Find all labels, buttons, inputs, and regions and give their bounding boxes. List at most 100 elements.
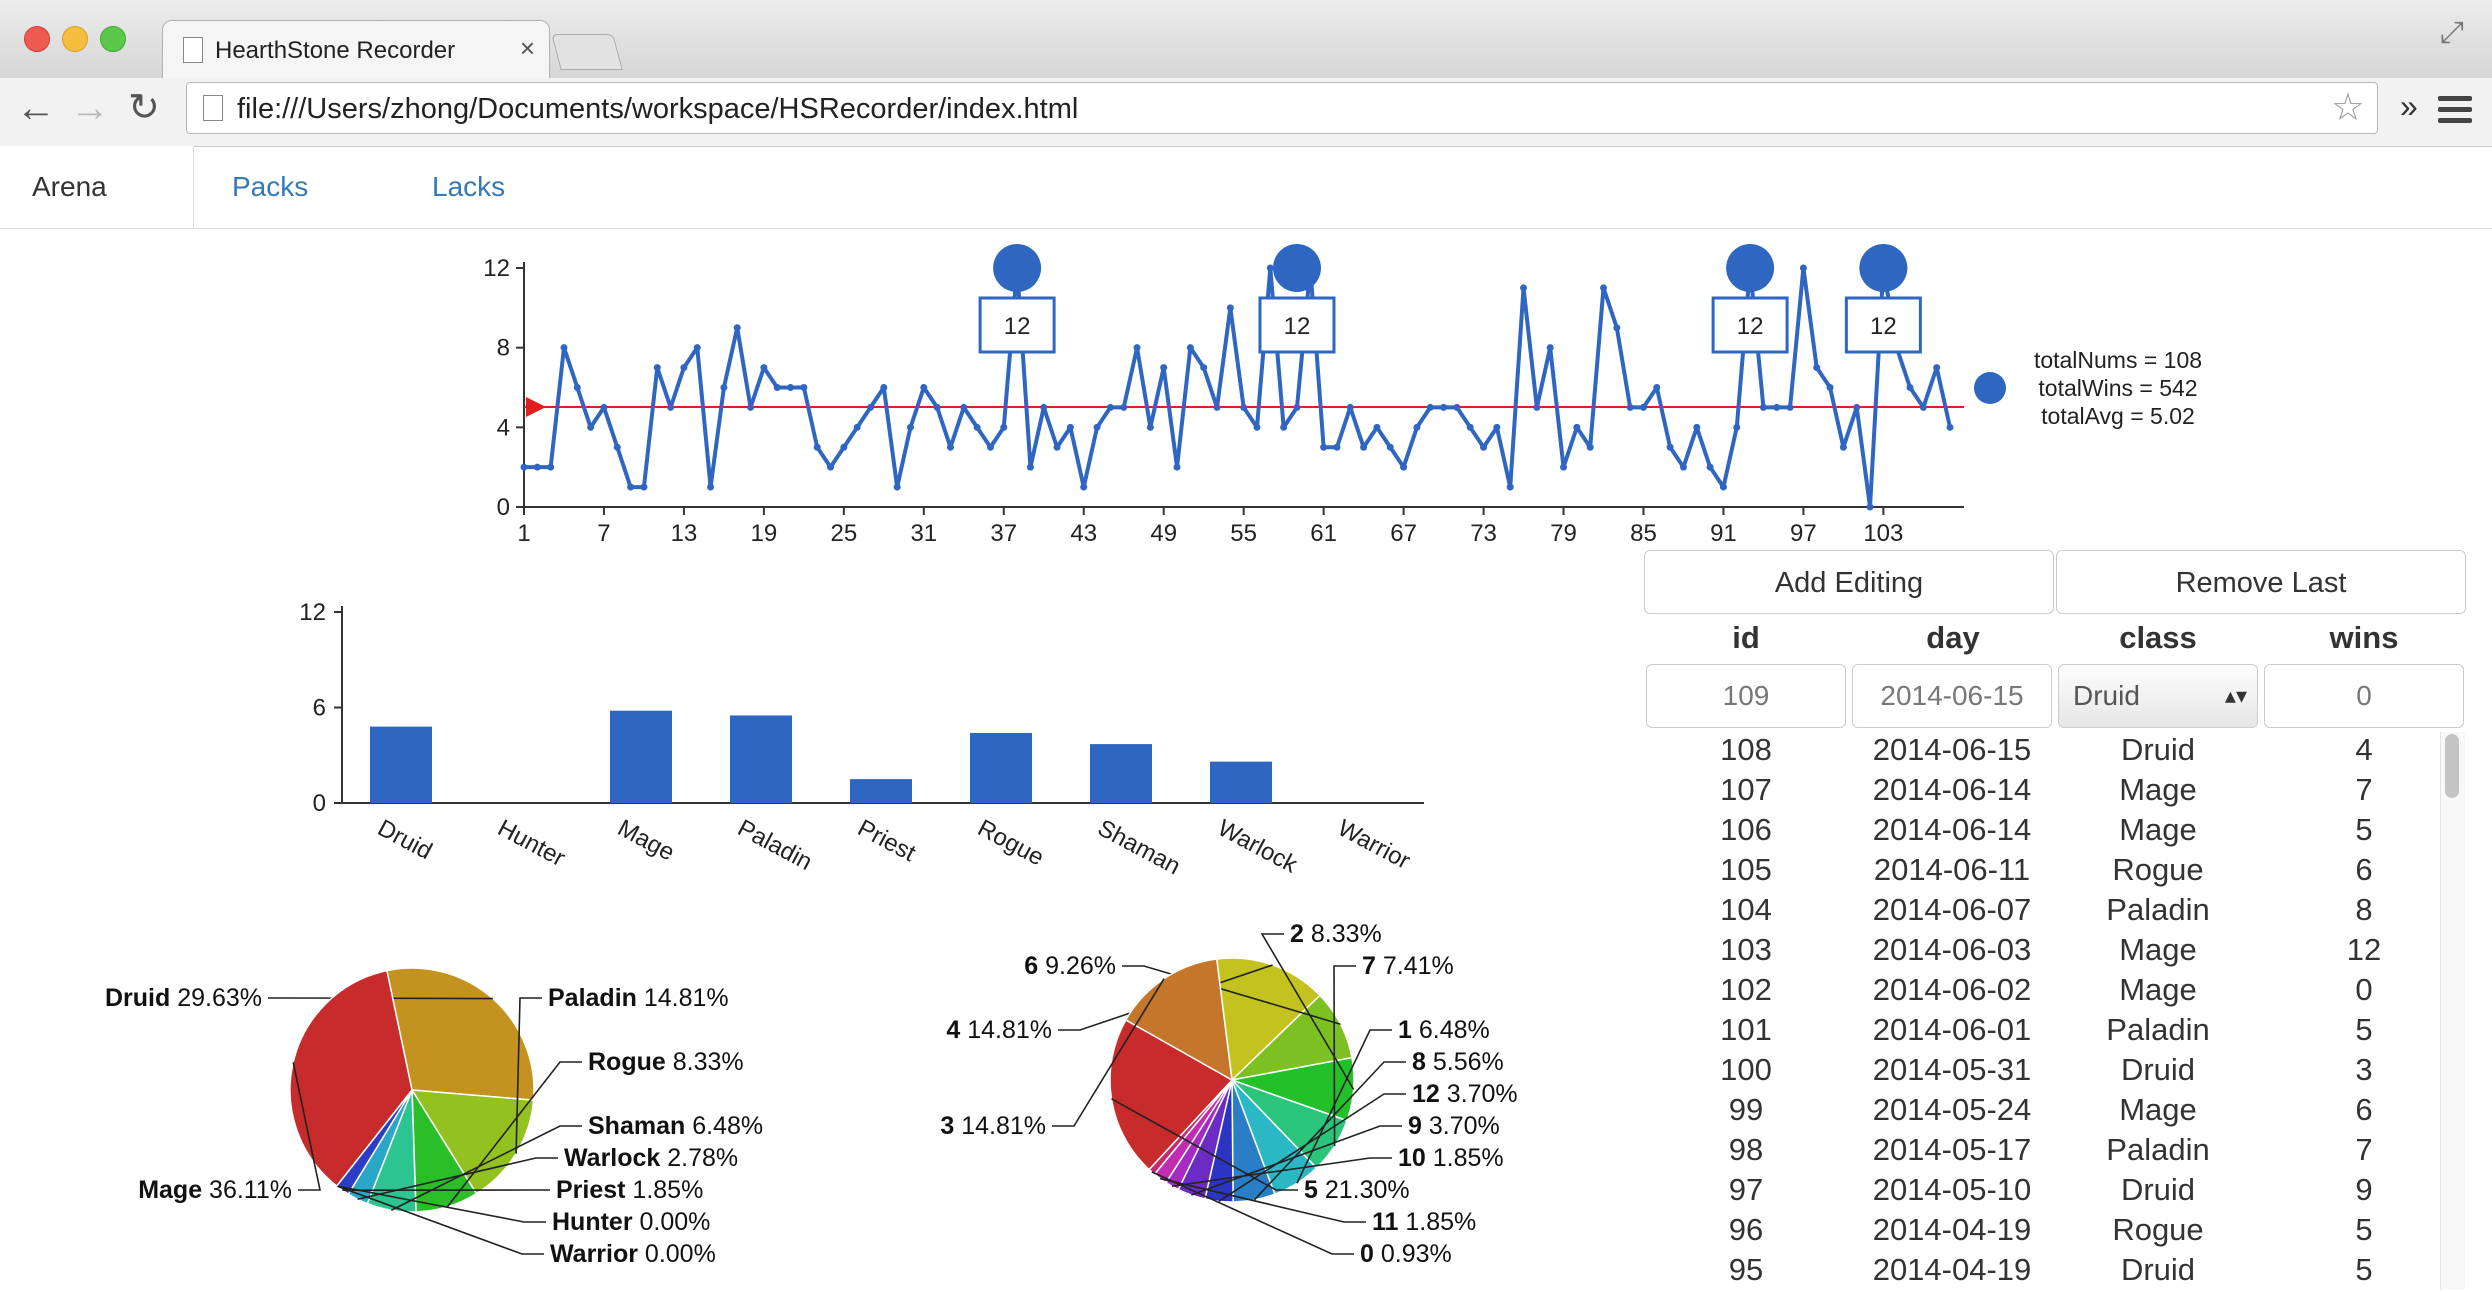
row-day: 2014-06-11 — [1852, 852, 2052, 888]
row-wins: 9 — [2264, 1172, 2464, 1208]
bar — [1210, 762, 1272, 803]
data-point — [1160, 364, 1167, 371]
data-point — [974, 424, 981, 431]
data-point — [547, 464, 554, 471]
max-marker-circle — [1726, 244, 1774, 292]
data-point — [747, 404, 754, 411]
data-point — [1813, 364, 1820, 371]
wins-input[interactable]: 0 — [2264, 664, 2464, 728]
data-point — [1947, 424, 1954, 431]
row-id: 98 — [1646, 1132, 1846, 1168]
data-point — [1054, 444, 1061, 451]
max-marker-label: 12 — [1284, 313, 1311, 340]
day-input[interactable]: 2014-06-15 — [1852, 664, 2052, 728]
data-point — [587, 424, 594, 431]
pie-label: Shaman 6.48% — [588, 1112, 763, 1140]
data-point — [787, 384, 794, 391]
data-point — [960, 404, 967, 411]
data-point — [1640, 404, 1647, 411]
row-day: 2014-06-14 — [1852, 812, 2052, 848]
data-point — [1707, 464, 1714, 471]
scrollbar-thumb[interactable] — [2445, 734, 2459, 798]
data-point — [774, 384, 781, 391]
bar — [370, 727, 432, 803]
x-tick-label: 7 — [597, 520, 610, 547]
y-tick-label: 0 — [497, 494, 510, 521]
y-tick-label: 8 — [497, 335, 510, 362]
data-point — [1600, 284, 1607, 291]
row-wins: 0 — [2264, 972, 2464, 1008]
data-point — [800, 384, 807, 391]
row-class: Mage — [2058, 1092, 2258, 1128]
data-point — [614, 444, 621, 451]
pie-label-pct: 29.63% — [170, 984, 262, 1012]
pie-label-pct: 0.00% — [638, 1240, 716, 1268]
pie-label-pct: 3.70% — [1422, 1112, 1500, 1140]
row-wins: 5 — [2264, 1252, 2464, 1288]
pie-label-name: Druid — [105, 984, 170, 1012]
pie-label-name: Rogue — [588, 1048, 666, 1076]
x-tick-label: 85 — [1630, 520, 1657, 547]
x-tick-label: 43 — [1070, 520, 1097, 547]
data-point — [1227, 304, 1234, 311]
bar-y-tick-label: 0 — [313, 790, 326, 817]
row-day: 2014-05-31 — [1852, 1052, 2052, 1088]
column-header-class: class — [2058, 620, 2258, 656]
row-class: Paladin — [2058, 892, 2258, 928]
row-wins: 8 — [2264, 892, 2464, 928]
data-point — [1653, 384, 1660, 391]
x-tick-label: 67 — [1390, 520, 1417, 547]
data-point — [1547, 344, 1554, 351]
pie-label-name: 5 — [1304, 1176, 1318, 1204]
bar — [730, 715, 792, 803]
data-point — [1560, 464, 1567, 471]
pie-label-name: 1 — [1398, 1016, 1412, 1044]
column-header-id: id — [1646, 620, 1846, 656]
pie-label-pct: 14.81% — [637, 984, 729, 1012]
remove-last-button[interactable]: Remove Last — [2056, 550, 2466, 614]
y-tick-label: 12 — [483, 255, 510, 282]
data-point — [1520, 284, 1527, 291]
pie-label-pct: 3.70% — [1440, 1080, 1518, 1108]
data-point — [680, 364, 687, 371]
pie-label-name: 0 — [1360, 1240, 1374, 1268]
bar-category-label: Paladin — [733, 814, 816, 875]
data-point — [1680, 464, 1687, 471]
data-point — [1573, 424, 1580, 431]
data-point — [667, 404, 674, 411]
pie-label-pct: 0.93% — [1374, 1240, 1452, 1268]
row-wins: 5 — [2264, 1012, 2464, 1048]
pie-label-name: Warrior — [550, 1240, 638, 1268]
class-select[interactable]: Druid ▴▾ — [2058, 664, 2258, 728]
pie-label: Mage 36.11% — [138, 1176, 292, 1204]
row-class: Druid — [2058, 732, 2258, 768]
pie-label-name: 6 — [1024, 952, 1038, 980]
id-input[interactable]: 109 — [1646, 664, 1846, 728]
x-tick-label: 97 — [1790, 520, 1817, 547]
max-marker-label: 12 — [1870, 313, 1897, 340]
row-day: 2014-06-02 — [1852, 972, 2052, 1008]
data-point — [827, 464, 834, 471]
bar-category-label: Hunter — [493, 814, 569, 872]
add-editing-button[interactable]: Add Editing — [1644, 550, 2054, 614]
scrollbar[interactable] — [2440, 732, 2465, 1290]
pie-label: 10 1.85% — [1398, 1144, 1504, 1172]
pie-label-name: 10 — [1398, 1144, 1426, 1172]
pie-label: 0 0.93% — [1360, 1240, 1452, 1268]
row-id: 101 — [1646, 1012, 1846, 1048]
data-point — [1853, 404, 1860, 411]
